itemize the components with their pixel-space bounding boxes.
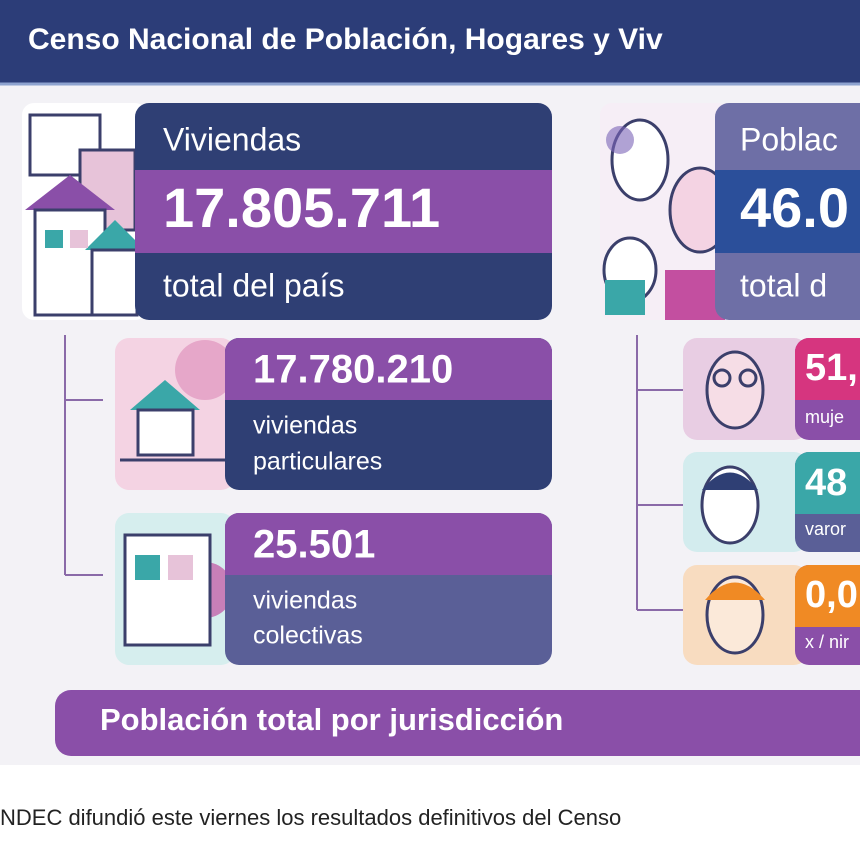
item-value: 0,0 [805, 574, 858, 616]
poblacion-total: 46.0 [740, 176, 849, 239]
caption-background [0, 765, 860, 860]
item-label: viviendas [253, 587, 357, 615]
viviendas-label: Viviendas [163, 121, 301, 157]
item-value: 17.780.210 [253, 348, 453, 392]
item-value: 48 [805, 462, 847, 504]
title-bar [0, 0, 860, 86]
varones-card: 48 varor [683, 452, 860, 552]
viviendas-total: 17.805.711 [163, 176, 440, 239]
viviendas-connector [64, 335, 103, 576]
title: Censo Nacional de Población, Hogares y V… [28, 23, 663, 56]
poblacion-illustration [600, 103, 732, 320]
viviendas-colectivas-card: 25.501 viviendas colectivas [115, 513, 552, 665]
item-label: x / nir [805, 632, 849, 652]
viviendas-particulares-card: 17.780.210 viviendas particulares [115, 338, 552, 490]
item-label: muje [805, 407, 844, 427]
item-value: 51, [805, 347, 858, 389]
mujeres-card: 51, muje [683, 338, 860, 440]
caption: NDEC difundió este viernes los resultado… [0, 805, 621, 830]
poblacion-card: Poblac 46.0 total d [715, 103, 860, 320]
viviendas-card: Viviendas 17.805.711 total del país [135, 103, 552, 320]
item-label: particulares [253, 448, 382, 476]
item-label: colectivas [253, 622, 363, 650]
item-value: 25.501 [253, 523, 375, 567]
viviendas-sublabel: total del país [163, 267, 344, 303]
jurisdiction-title: Población total por jurisdicción [100, 702, 563, 737]
poblacion-sublabel: total d [740, 267, 827, 303]
viviendas-illustration [22, 103, 147, 320]
item-label: viviendas [253, 412, 357, 440]
jurisdiction-bar [55, 690, 860, 756]
item-label: varor [805, 519, 846, 539]
x-ninguno-card: 0,0 x / nir [683, 565, 860, 665]
poblacion-connector [636, 335, 690, 611]
poblacion-label: Poblac [740, 121, 838, 157]
